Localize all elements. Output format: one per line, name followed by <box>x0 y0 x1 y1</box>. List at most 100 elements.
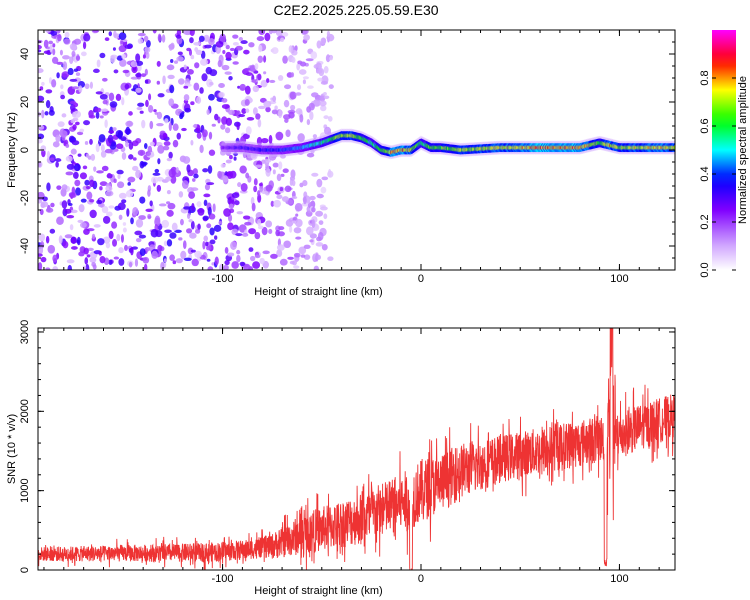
spectrogram-noise-blob <box>181 180 189 189</box>
spectrogram-noise-blob <box>319 95 325 102</box>
spectrogram-noise-blob <box>61 200 68 209</box>
spectrogram-noise-blob <box>70 209 78 214</box>
spectrogram-noise-blob <box>271 47 279 55</box>
spectrogram-x-axis-label: Height of straight line (km) <box>254 286 382 298</box>
y-tick-label: -20 <box>19 190 31 206</box>
spectrogram-noise-blob <box>262 250 270 255</box>
spectrogram-noise-blob <box>241 108 247 115</box>
spectrogram-noise-blob <box>168 151 173 159</box>
spectrogram-noise-blob <box>89 138 93 145</box>
spectrogram-noise-blob <box>164 118 169 124</box>
spectrogram-noise-blob <box>148 93 152 101</box>
spectrogram-noise-blob <box>71 186 76 195</box>
figure-title: C2E2.2025.225.05.59.E30 <box>273 2 438 18</box>
spectrogram-noise-blob <box>51 79 57 88</box>
spectrogram-noise-blob <box>38 253 43 257</box>
spectrogram-noise-blob <box>320 80 328 85</box>
spectrogram-noise-blob <box>52 254 58 263</box>
spectrogram-noise-blob <box>102 236 111 244</box>
spectrogram-noise-blob <box>288 111 295 119</box>
spectrogram-noise-blob <box>237 182 242 188</box>
spectrogram-noise-blob <box>197 207 205 216</box>
spectrogram-noise-blob <box>266 78 270 83</box>
x-tick-label: -100 <box>212 273 234 285</box>
spectrogram-noise-blob <box>283 99 290 108</box>
spectrogram-noise-blob <box>305 58 314 62</box>
spectrogram-noise-blob <box>263 55 267 63</box>
spectrogram-noise-blob <box>275 229 280 237</box>
spectrogram-noise-blob <box>46 150 51 160</box>
spectrogram-noise-blob <box>150 176 159 184</box>
spectrogram-noise-blob <box>78 85 83 93</box>
spectrogram-noise-blob <box>147 189 151 197</box>
spectrogram-noise-blob <box>130 246 134 256</box>
spectrogram-noise-blob <box>265 168 271 177</box>
spectrogram-noise-blob <box>83 228 90 235</box>
spectrogram-noise-blob <box>128 141 134 150</box>
spectrogram-noise-blob <box>235 45 243 51</box>
spectrogram-noise-blob <box>191 258 199 267</box>
spectrogram-noise-blob <box>203 235 209 242</box>
spectrogram-noise-blob <box>54 158 62 162</box>
spectrogram-noise-blob <box>107 134 114 144</box>
spectrogram-noise-blob <box>196 201 202 207</box>
spectrogram-noise-blob <box>77 153 82 157</box>
spectrogram-noise-blob <box>185 228 193 234</box>
spectrogram-noise-blob <box>161 34 166 43</box>
spectrogram-noise-blob <box>124 83 130 90</box>
spectrogram-noise-blob <box>124 44 133 50</box>
spectrogram-noise-blob <box>91 233 96 240</box>
spectrogram-noise-blob <box>252 261 261 269</box>
spectrogram-noise-blob <box>265 164 270 170</box>
spectrogram-noise-blob <box>38 49 42 53</box>
spectrogram-noise-blob <box>163 258 167 263</box>
spectrogram-noise-blob <box>319 206 328 211</box>
spectrogram-noise-blob <box>217 59 222 68</box>
spectrogram-noise-blob <box>145 151 152 157</box>
spectrogram-noise-blob <box>115 143 124 150</box>
spectrogram-noise-blob <box>61 184 68 191</box>
spectrogram-noise-blob <box>162 145 170 151</box>
spectrogram-noise-blob <box>69 78 78 82</box>
spectrogram-noise-blob <box>134 258 139 267</box>
spectrogram-ticks: -100 0 100 -40 -20 0 20 40 <box>19 29 675 285</box>
spectrogram-noise-blob <box>77 219 84 224</box>
spectrogram-noise-blob <box>284 84 292 90</box>
spectrogram-noise-blob <box>102 77 108 82</box>
spectrogram-noise-blob <box>291 56 296 64</box>
spectrogram-noise-blob <box>325 54 331 63</box>
spectrogram-noise-blob <box>126 208 130 217</box>
spectrogram-noise-blob <box>211 123 216 127</box>
spectrogram-noise-blob <box>38 199 43 204</box>
spectrogram-noise-blob <box>218 91 225 98</box>
spectrogram-noise-blob <box>41 81 45 86</box>
spectrogram-noise-blob <box>176 30 182 37</box>
spectrogram-noise-blob <box>75 121 80 126</box>
spectrogram-noise-blob <box>113 69 119 74</box>
spectrogram-noise-blob <box>272 95 277 102</box>
spectrogram-noise-blob <box>130 217 134 225</box>
spectrogram-noise-blob <box>239 165 247 174</box>
spectrogram-noise-blob <box>118 214 123 220</box>
spectrogram-noise-blob <box>236 254 241 263</box>
spectrogram-noise-blob <box>38 138 43 144</box>
spectrogram-noise-blob <box>291 195 298 200</box>
spectrogram-noise-blob <box>225 117 233 126</box>
spectrogram-noise-blob <box>240 135 247 145</box>
spectrogram-noise-blob <box>258 44 263 53</box>
spectrogram-noise-blob <box>143 35 149 42</box>
spectrogram-noise-blob <box>45 267 51 270</box>
spectrogram-noise-blob <box>236 122 240 131</box>
spectrogram-noise-blob <box>131 88 137 92</box>
colorbar-tick-label: 0.2 <box>699 214 711 229</box>
spectrogram-noise-blob <box>297 133 305 143</box>
spectrogram-noise-blob <box>137 149 146 156</box>
spectrogram-noise-blob <box>89 81 93 89</box>
spectrogram-noise-blob <box>214 235 218 240</box>
spectrogram-noise-blob <box>289 260 295 265</box>
spectrogram-noise-blob <box>135 72 142 78</box>
spectrogram-noise-blob <box>275 131 284 141</box>
spectrogram-noise-blob <box>238 114 246 118</box>
spectrogram-noise-blob <box>316 178 323 188</box>
